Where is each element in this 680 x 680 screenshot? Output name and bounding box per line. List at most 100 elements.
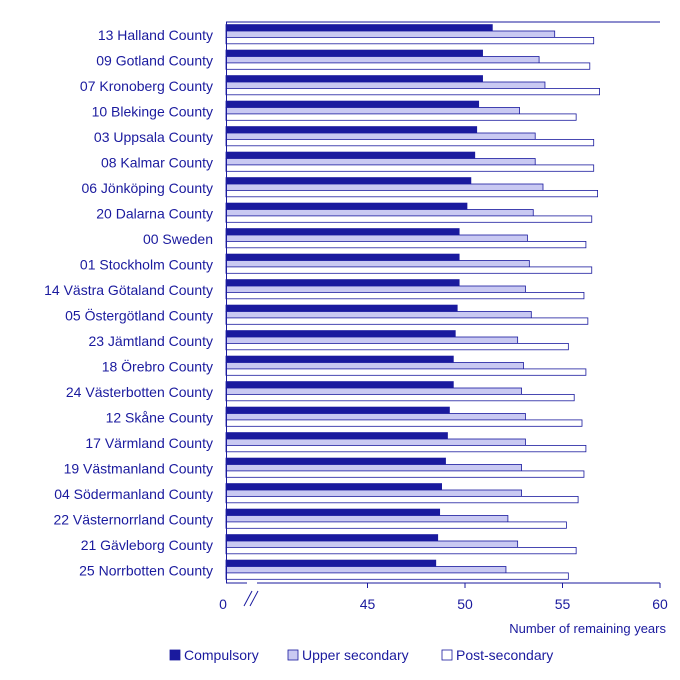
bar-upper-secondary bbox=[226, 388, 522, 394]
bar-upper-secondary bbox=[226, 82, 545, 88]
category-label: 13 Halland County bbox=[98, 27, 213, 43]
category-label: 24 Västerbotten County bbox=[66, 384, 213, 400]
bar-compulsory bbox=[226, 382, 453, 388]
bar-post-secondary bbox=[226, 496, 578, 502]
category-label: 17 Värmland County bbox=[85, 435, 213, 451]
bar-post-secondary bbox=[226, 471, 584, 477]
category-label: 14 Västra Götaland County bbox=[44, 282, 213, 298]
bar-compulsory bbox=[226, 203, 467, 209]
bar-post-secondary bbox=[226, 318, 588, 324]
category-label: 19 Västmanland County bbox=[64, 460, 213, 476]
category-label: 18 Örebro County bbox=[102, 357, 213, 374]
bar-post-secondary bbox=[226, 241, 586, 247]
bar-post-secondary bbox=[226, 63, 590, 69]
category-label: 10 Blekinge County bbox=[92, 103, 213, 119]
bar-compulsory bbox=[226, 509, 440, 515]
bar-post-secondary bbox=[226, 445, 586, 451]
bar-post-secondary bbox=[226, 165, 594, 171]
category-label: 21 Gävleborg County bbox=[81, 537, 213, 553]
category-label: 09 Gotland County bbox=[96, 52, 213, 68]
legend-swatch bbox=[442, 650, 452, 660]
bar-upper-secondary bbox=[226, 363, 524, 369]
x-tick-label: 55 bbox=[555, 596, 571, 612]
category-labels: 13 Halland County 09 Gotland County 07 Kro… bbox=[44, 27, 213, 579]
bar-upper-secondary bbox=[226, 184, 543, 190]
bar-upper-secondary bbox=[226, 108, 520, 114]
bar-compulsory bbox=[226, 280, 459, 286]
bar-compulsory bbox=[226, 356, 453, 362]
x-tick-label: 0 bbox=[219, 596, 227, 612]
category-label: 23 Jämtland County bbox=[88, 333, 213, 349]
bar-post-secondary bbox=[226, 88, 600, 94]
bar-upper-secondary bbox=[226, 541, 518, 547]
legend-label: Upper secondary bbox=[302, 647, 409, 663]
x-axis-title: Number of remaining years bbox=[509, 621, 666, 636]
category-label: 22 Västernorrland County bbox=[53, 511, 213, 527]
bar-upper-secondary bbox=[226, 312, 531, 318]
bar-post-secondary bbox=[226, 190, 598, 196]
bar-post-secondary bbox=[226, 369, 586, 375]
bar-upper-secondary bbox=[226, 133, 535, 139]
bar-post-secondary bbox=[226, 37, 594, 43]
bar-compulsory bbox=[226, 254, 459, 260]
bar-compulsory bbox=[226, 560, 436, 566]
bar-upper-secondary bbox=[226, 516, 508, 522]
legend-label: Compulsory bbox=[184, 647, 259, 663]
bar-upper-secondary bbox=[226, 490, 522, 496]
bar-compulsory bbox=[226, 433, 447, 439]
bar-upper-secondary bbox=[226, 439, 525, 445]
bar-compulsory bbox=[226, 178, 471, 184]
bar-compulsory bbox=[226, 229, 459, 235]
bar-upper-secondary bbox=[226, 235, 527, 241]
x-tick-label: 50 bbox=[457, 596, 473, 612]
category-label: 07 Kronoberg County bbox=[80, 78, 213, 94]
bar-compulsory bbox=[226, 101, 479, 107]
bar-post-secondary bbox=[226, 139, 594, 145]
category-label: 05 Östergötland County bbox=[65, 306, 213, 323]
category-label: 06 Jönköping County bbox=[81, 180, 213, 196]
bar-post-secondary bbox=[226, 292, 584, 298]
category-label: 03 Uppsala County bbox=[94, 129, 213, 145]
bar-compulsory bbox=[226, 484, 442, 490]
bar-compulsory bbox=[226, 305, 457, 311]
bar-upper-secondary bbox=[226, 261, 529, 267]
bar-compulsory bbox=[226, 407, 449, 413]
x-tick-label: 45 bbox=[360, 596, 376, 612]
bar-upper-secondary bbox=[226, 286, 525, 292]
bar-compulsory bbox=[226, 76, 483, 82]
bar-post-secondary bbox=[226, 216, 592, 222]
bar-compulsory bbox=[226, 535, 438, 541]
bar-upper-secondary bbox=[226, 465, 522, 471]
bar-post-secondary bbox=[226, 394, 574, 400]
category-label: 12 Skåne County bbox=[106, 409, 213, 425]
category-label: 08 Kalmar County bbox=[101, 154, 213, 170]
bar-upper-secondary bbox=[226, 57, 539, 63]
legend-label: Post-secondary bbox=[456, 647, 553, 663]
bar-compulsory bbox=[226, 127, 477, 133]
category-label: 00 Sweden bbox=[143, 231, 213, 247]
bar-post-secondary bbox=[226, 547, 576, 553]
bar-upper-secondary bbox=[226, 159, 535, 165]
bar-upper-secondary bbox=[226, 567, 506, 573]
bar-post-secondary bbox=[226, 420, 582, 426]
bar-post-secondary bbox=[226, 114, 576, 120]
bar-upper-secondary bbox=[226, 414, 525, 420]
category-label: 04 Södermanland County bbox=[54, 486, 213, 502]
legend-swatch bbox=[170, 650, 180, 660]
bar-upper-secondary bbox=[226, 210, 533, 216]
legend-swatch bbox=[288, 650, 298, 660]
x-tick-label: 60 bbox=[652, 596, 668, 612]
legend: Compulsory Upper secondary Post-secondary bbox=[170, 647, 553, 663]
bar-compulsory bbox=[226, 331, 455, 337]
bars-layer bbox=[226, 25, 600, 580]
bar-compulsory bbox=[226, 458, 446, 464]
bar-post-secondary bbox=[226, 573, 568, 579]
bar-post-secondary bbox=[226, 522, 566, 528]
category-label: 25 Norrbotten County bbox=[79, 562, 213, 578]
bar-compulsory bbox=[226, 25, 492, 31]
category-label: 20 Dalarna County bbox=[96, 205, 213, 221]
bar-post-secondary bbox=[226, 343, 568, 349]
category-label: 01 Stockholm County bbox=[80, 256, 213, 272]
bar-compulsory bbox=[226, 50, 483, 56]
